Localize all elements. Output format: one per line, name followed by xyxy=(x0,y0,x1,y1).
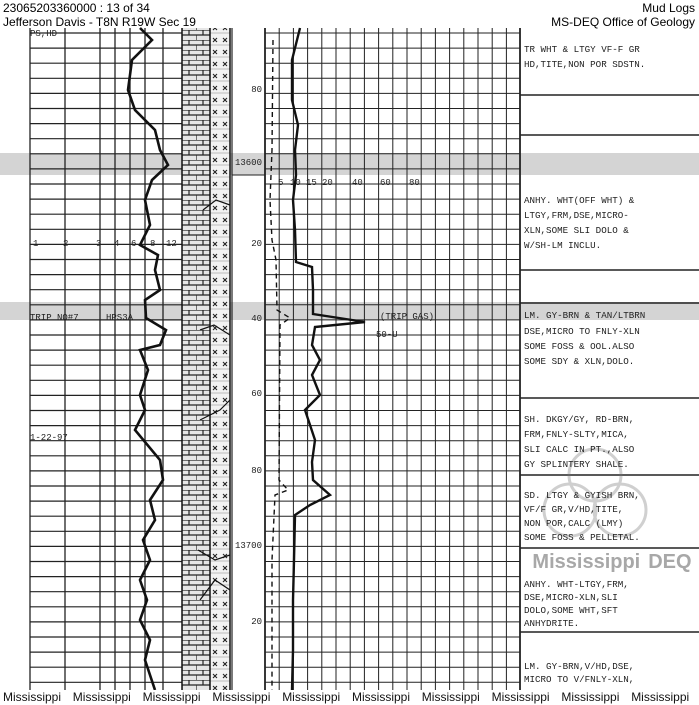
chromatograph-curve xyxy=(269,39,292,690)
gas-scale-label: 60 xyxy=(380,178,391,188)
gas-scale-label: 40 xyxy=(352,178,363,188)
depth-label: 80 xyxy=(251,466,262,476)
watermark: Mississippi DEQ xyxy=(528,550,696,574)
shaded-bands xyxy=(0,153,699,320)
bit-label: HPS3A xyxy=(106,313,134,323)
left-scale-label: 6 xyxy=(131,239,136,249)
mud-log-scan: PS,HD 1 2 3 4 6 8 12 TRIP NO#7 HPS3A 1-22-97 8… xyxy=(0,27,699,690)
left-scale-label: 8 xyxy=(150,239,155,249)
gas-scale-label: 80 xyxy=(409,178,420,188)
gas-scale-label: 20 xyxy=(322,178,333,188)
left-scale-label: 12 xyxy=(166,239,177,249)
document-type: Mud Logs xyxy=(642,1,695,15)
lithology-anhydrite-column xyxy=(210,28,230,690)
gas-scale-label: 5 xyxy=(278,178,283,188)
footer-mississippi-text: Mississippi xyxy=(282,690,341,704)
footer-mississippi-text: Mississippi xyxy=(631,690,690,704)
trip-gas-label: (TRIP GAS) xyxy=(380,312,434,322)
gas-scale-label: 10 xyxy=(290,178,301,188)
description-2: LM. GY-BRN & TAN/LTBRN xyxy=(524,310,646,321)
depth-label: 80 xyxy=(251,85,262,95)
depth-label: 40 xyxy=(251,314,262,324)
rate-of-penetration-curve xyxy=(126,27,170,690)
depth-label: 13700 xyxy=(235,541,262,551)
depth-label: 13600 xyxy=(235,158,262,168)
well-id: 23065203360000 : 13 of 34 xyxy=(3,1,150,15)
left-scale-label: 3 xyxy=(96,239,101,249)
watermark-line2: DEQ xyxy=(648,551,692,573)
footer-watermark-strip: Mississippi Mississippi Mississippi Mississ… xyxy=(0,690,699,705)
description-5: SD. LTGY & GYISH BRN, VF/F GR,V/HD,TITE,… xyxy=(524,490,640,543)
left-scale-labels: 1 2 3 4 6 8 12 xyxy=(33,239,177,249)
footer-mississippi-text: Mississippi xyxy=(421,690,480,704)
watermark-logo xyxy=(542,447,648,538)
description-0: TR WHT & LTGY VF-F GR HD,TITE,NON POR SD… xyxy=(524,44,646,70)
total-gas-curve xyxy=(290,27,366,690)
left-scale-label: 4 xyxy=(114,239,119,249)
well-location: Jefferson Davis - T8N R19W Sec 19 xyxy=(3,15,196,29)
agency: MS-DEQ Office of Geology xyxy=(551,15,695,29)
description-4: SH. DKGY/GY, RD-BRN, FRM,FNLY-SLTY,MICA,… xyxy=(524,414,635,470)
description-1: ANHY. WHT(OFF WHT) & LTGY,FRM,DSE,MICRO-… xyxy=(524,195,635,251)
depth-label: 60 xyxy=(251,389,262,399)
depth-label: 20 xyxy=(251,617,262,627)
lithology-limestone-column xyxy=(182,28,210,690)
footer-mississippi-text: Mississippi xyxy=(352,690,411,704)
footer-mississippi-text: Mississippi xyxy=(491,690,550,704)
footer-mississippi-text: Mississippi xyxy=(561,690,620,704)
gas-scale-label: 15 xyxy=(306,178,317,188)
footer-mississippi-text: Mississippi xyxy=(72,690,131,704)
description-6: ANHY. WHT-LTGY,FRM, DSE,MICRO-XLN,SLI DO… xyxy=(524,579,629,629)
gas-scale-labels: 5 10 15 20 40 60 80 xyxy=(278,178,420,188)
footer-mississippi-text: Mississippi xyxy=(212,690,271,704)
gas-units-label: 50-U xyxy=(376,330,398,340)
left-scale-label: 1 xyxy=(33,239,38,249)
log-grid xyxy=(29,28,699,690)
trip-label: TRIP NO#7 xyxy=(30,313,79,323)
depth-labels: 80 13600 20 40 60 80 13700 20 xyxy=(235,85,262,627)
date-label: 1-22-97 xyxy=(30,433,68,443)
description-7: LM. GY-BRN,V/HD,DSE, MICRO TO V/FNLY-XLN… xyxy=(524,661,635,685)
depth-label: 20 xyxy=(251,239,262,249)
footer-mississippi-text: Mississippi xyxy=(142,690,201,704)
watermark-line1: Mississippi xyxy=(532,551,641,573)
left-scale-label: 2 xyxy=(63,239,68,249)
description-3: DSE,MICRO TO FNLY-XLN SOME FOSS & OOL.AL… xyxy=(524,326,640,367)
footer-mississippi-text: Mississippi xyxy=(3,690,62,704)
track-top-label: PS,HD xyxy=(30,29,57,39)
